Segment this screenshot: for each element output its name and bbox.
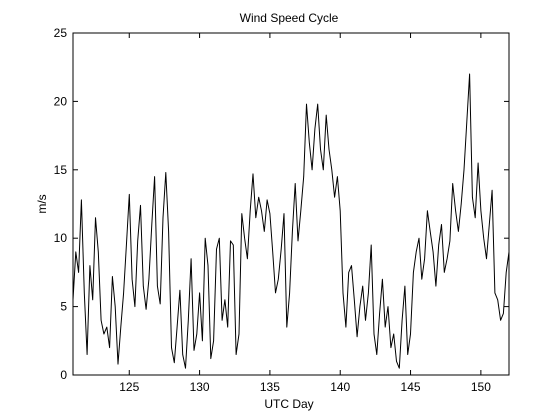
x-tick-label: 140 <box>330 380 350 394</box>
x-axis: 125 130 135 140 145 150 <box>119 33 491 394</box>
x-tick-label: 125 <box>119 380 139 394</box>
x-tick-label: 145 <box>401 380 421 394</box>
y-tick-label: 10 <box>54 231 68 245</box>
y-tick-label: 5 <box>60 300 67 314</box>
y-tick-label: 0 <box>60 368 67 382</box>
x-axis-label: UTC Day <box>264 397 313 411</box>
y-tick-label: 15 <box>54 163 68 177</box>
y-axis-label: m/s <box>35 194 49 213</box>
x-tick-label: 130 <box>190 380 210 394</box>
y-axis: 0 5 10 15 20 25 <box>54 26 509 382</box>
y-tick-label: 20 <box>54 94 68 108</box>
x-tick-label: 150 <box>471 380 491 394</box>
wind-speed-line <box>72 73 510 369</box>
series-layer <box>72 73 510 369</box>
y-tick-label: 25 <box>54 26 68 40</box>
plot-area <box>72 32 510 376</box>
x-tick-label: 135 <box>260 380 280 394</box>
chart-title: Wind Speed Cycle <box>240 11 339 25</box>
